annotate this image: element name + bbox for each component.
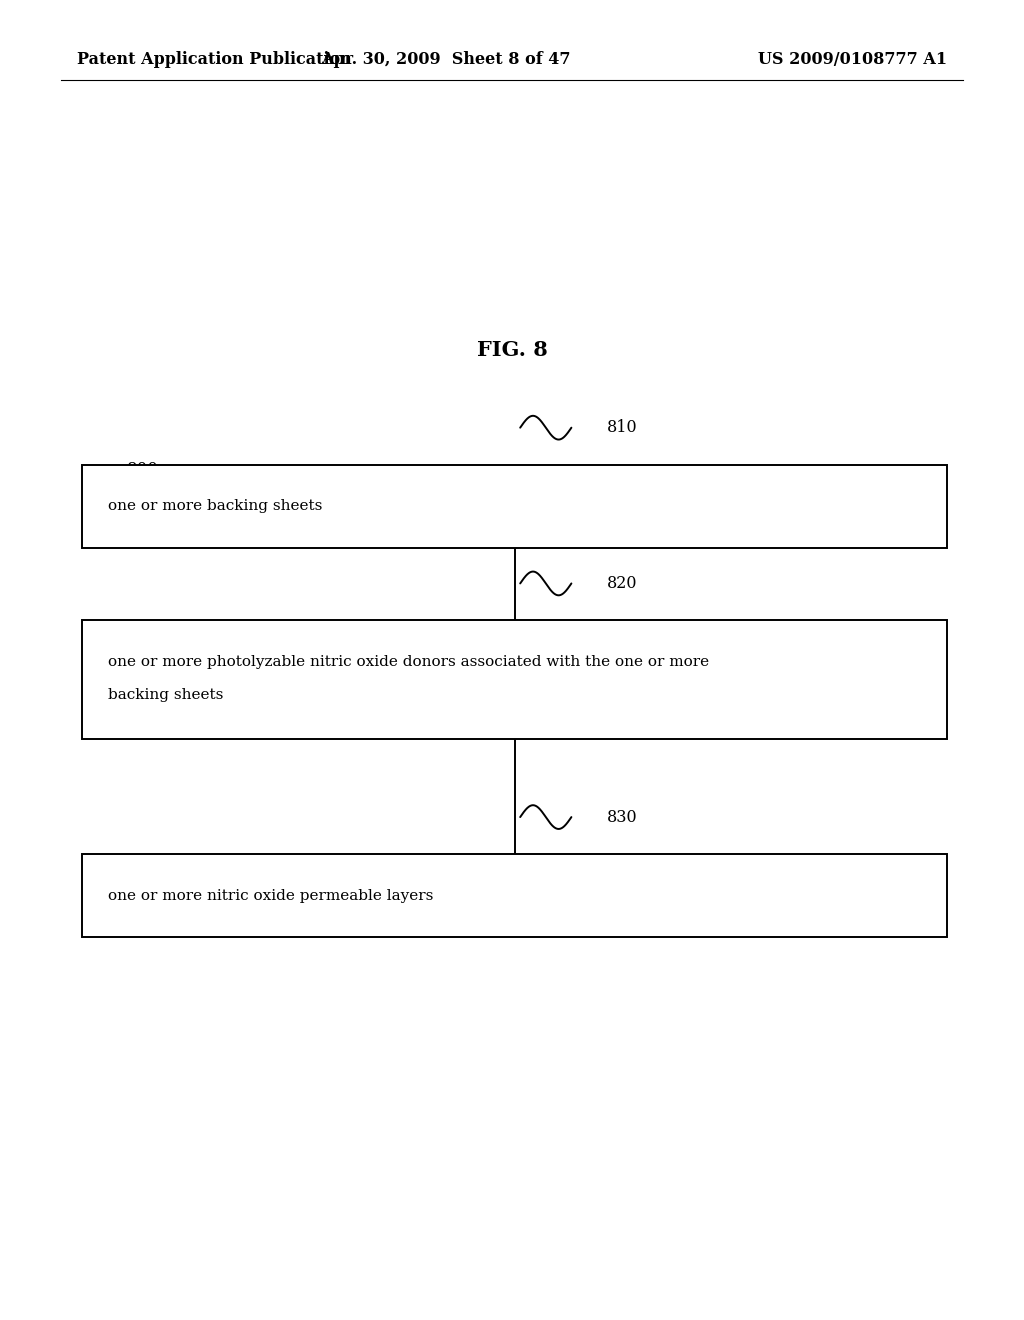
Text: 820: 820 <box>607 576 638 591</box>
Text: US 2009/0108777 A1: US 2009/0108777 A1 <box>758 51 947 69</box>
Text: Apr. 30, 2009  Sheet 8 of 47: Apr. 30, 2009 Sheet 8 of 47 <box>321 51 570 69</box>
Text: FIG. 8: FIG. 8 <box>476 341 548 360</box>
Text: 830: 830 <box>607 809 638 825</box>
Bar <box>82 854 947 937</box>
Bar <box>82 620 947 739</box>
Text: one or more photolyzable nitric oxide donors associated with the one or more: one or more photolyzable nitric oxide do… <box>108 655 709 669</box>
Text: Patent Application Publication: Patent Application Publication <box>77 51 351 69</box>
Text: backing sheets: backing sheets <box>108 688 223 702</box>
Bar <box>82 465 947 548</box>
Text: 810: 810 <box>607 420 638 436</box>
Text: one or more nitric oxide permeable layers: one or more nitric oxide permeable layer… <box>108 888 433 903</box>
Text: 800: 800 <box>127 462 159 479</box>
Text: one or more backing sheets: one or more backing sheets <box>108 499 322 513</box>
